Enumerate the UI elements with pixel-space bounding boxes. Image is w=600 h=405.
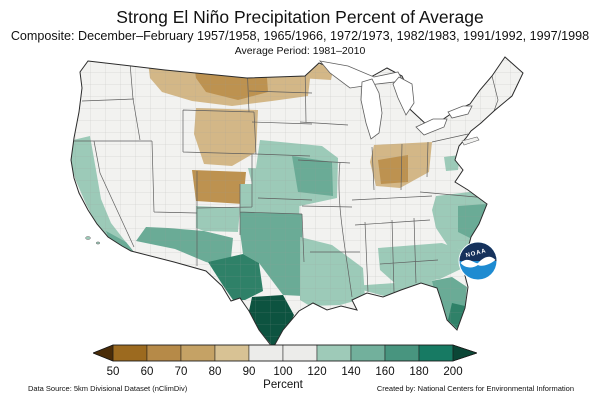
legend-tick-label: 120	[307, 366, 326, 378]
data-source-note: Data Source: 5km Divisional Dataset (nCl…	[28, 384, 188, 393]
legend-tick-label: 100	[273, 366, 292, 378]
legend-tick-label: 80	[209, 366, 222, 378]
map-fill-layer	[71, 57, 523, 348]
legend-tick-label: 70	[175, 366, 188, 378]
state-borders	[73, 62, 499, 298]
lake-ontario	[447, 105, 473, 119]
legend-tick-label: 200	[443, 366, 462, 378]
channel-island-2	[95, 241, 101, 245]
legend-right-arrow	[452, 344, 477, 362]
legend-segment	[350, 344, 386, 362]
legend-tick-label: 140	[341, 366, 360, 378]
legend-segment	[214, 344, 250, 362]
average-period-label: Average Period: 1981–2010	[234, 45, 366, 57]
legend-segment	[418, 344, 454, 362]
great-lakes	[318, 60, 473, 140]
noaa-seagull-icon	[460, 256, 496, 268]
county-grid-overlay	[71, 57, 523, 348]
legend-tick-label: 180	[409, 366, 428, 378]
legend-tick-label: 160	[375, 366, 394, 378]
legend-segment	[180, 344, 216, 362]
legend-segment	[146, 344, 182, 362]
legend-left-arrow	[93, 344, 114, 362]
legend-axis-label: Percent	[263, 379, 303, 391]
legend: 50 60 70 80 90 100 120 140 160 180 200 Percent	[93, 344, 477, 391]
legend-segment	[282, 344, 318, 362]
legend-segment	[384, 344, 420, 362]
legend-tick-label: 90	[243, 366, 256, 378]
legend-segment	[248, 344, 284, 362]
legend-segment	[112, 344, 148, 362]
page-title: Strong El Niño Precipitation Percent of …	[116, 7, 484, 27]
lake-huron	[392, 76, 415, 116]
noaa-logo: NOAA	[458, 241, 498, 281]
legend-tick-label: 50	[107, 366, 120, 378]
us-outline	[70, 56, 524, 349]
noaa-logo-top	[459, 242, 497, 261]
legend-tick-label: 60	[141, 366, 154, 378]
lake-michigan	[360, 78, 383, 140]
legend-segment	[316, 344, 352, 362]
legend-bar-outline	[93, 344, 477, 362]
created-by-note: Created by: National Centers for Environ…	[376, 384, 574, 393]
long-island	[461, 136, 480, 146]
lake-erie	[415, 118, 448, 136]
noaa-logo-text: NOAA	[465, 248, 487, 259]
channel-island-1	[85, 236, 91, 240]
composite-subtitle: Composite: December–February 1957/1958, …	[10, 29, 590, 43]
